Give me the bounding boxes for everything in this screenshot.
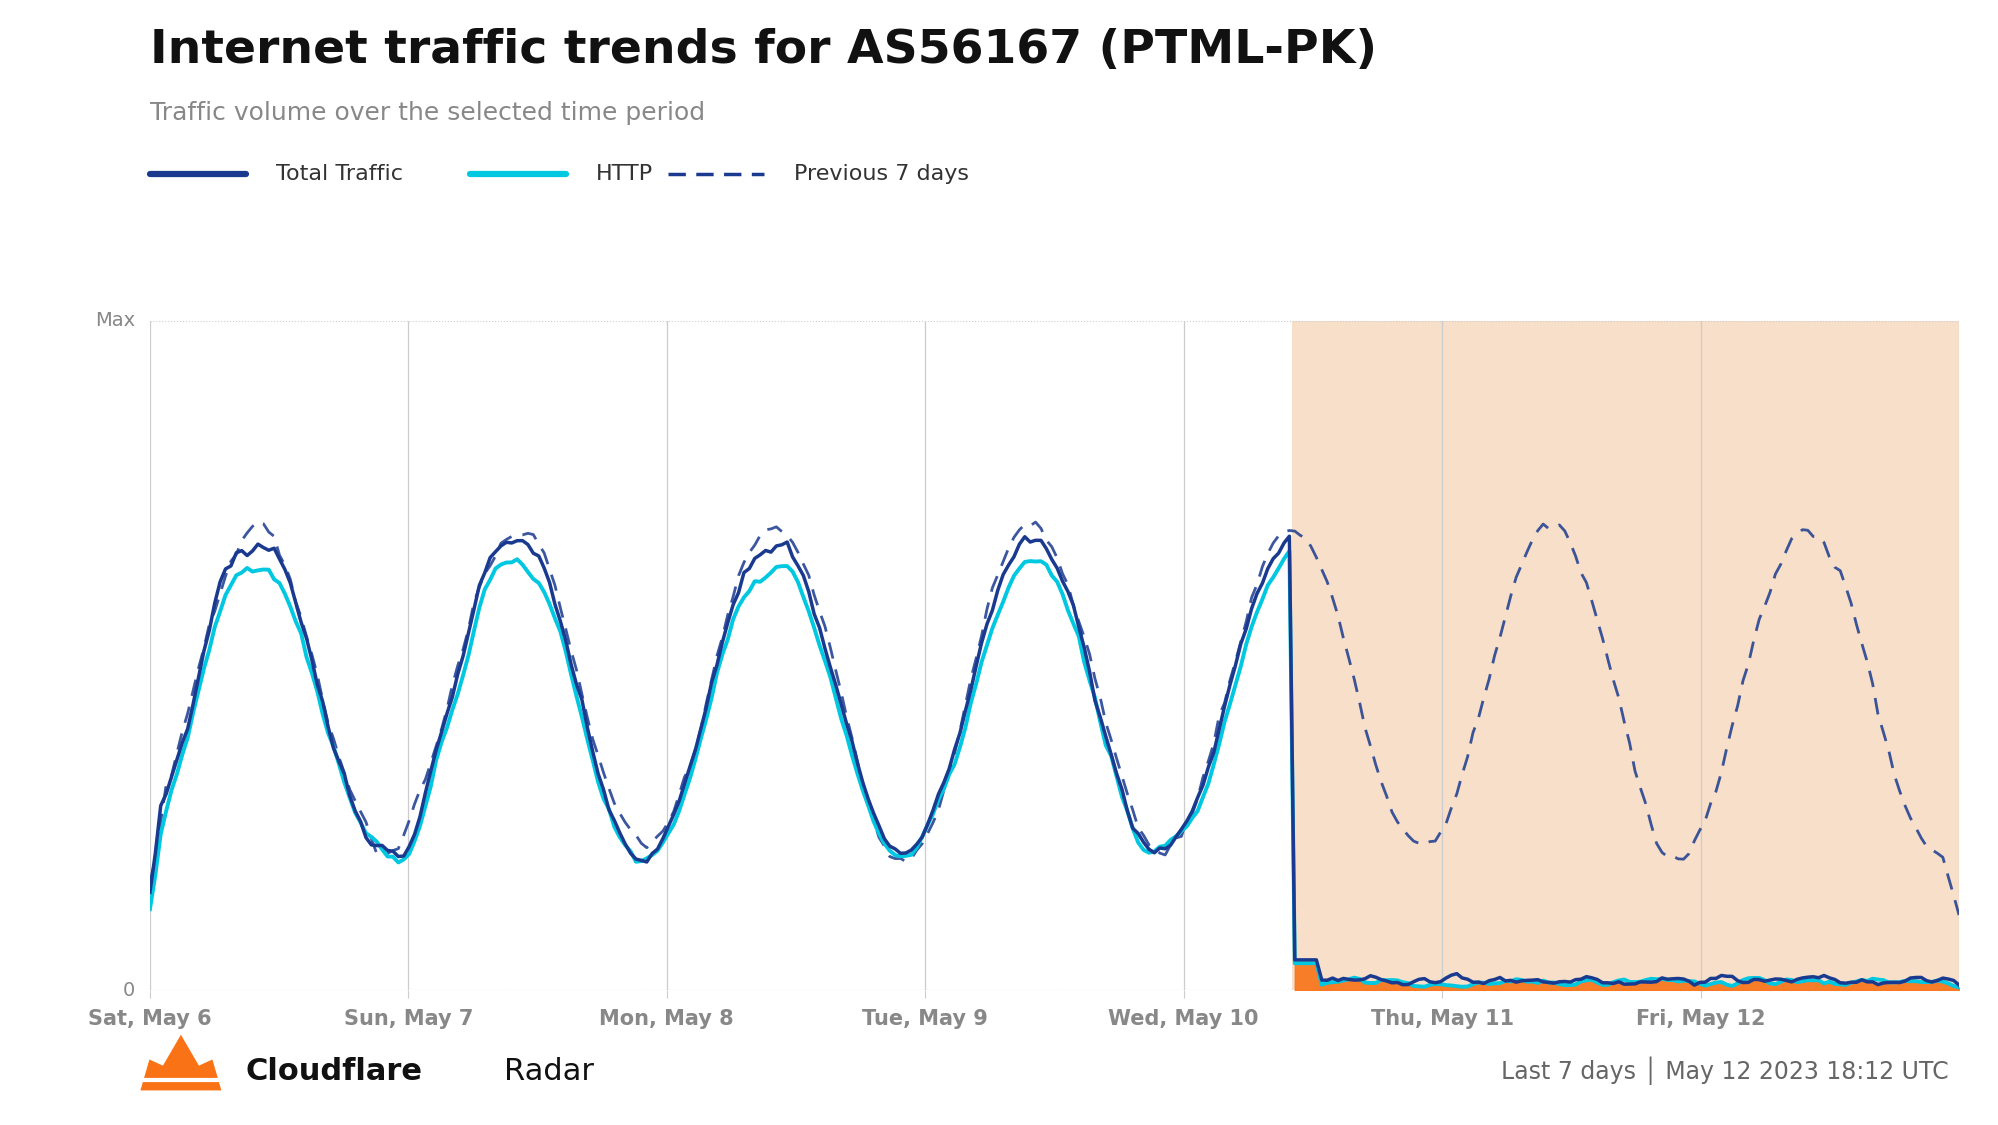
Text: Last 7 days │ May 12 2023 18:12 UTC: Last 7 days │ May 12 2023 18:12 UTC xyxy=(1500,1056,1948,1086)
Text: Internet traffic trends for AS56167 (PTML-PK): Internet traffic trends for AS56167 (PTM… xyxy=(150,28,1377,73)
Polygon shape xyxy=(140,1035,222,1090)
Text: Total Traffic: Total Traffic xyxy=(276,164,404,185)
Text: Radar: Radar xyxy=(503,1056,593,1086)
Text: Previous 7 days: Previous 7 days xyxy=(793,164,969,185)
Text: HTTP: HTTP xyxy=(595,164,653,185)
Text: Traffic volume over the selected time period: Traffic volume over the selected time pe… xyxy=(150,101,705,125)
Text: Max: Max xyxy=(96,312,136,330)
Text: 0: 0 xyxy=(124,981,136,999)
Bar xyxy=(1291,321,1958,990)
Text: Cloudflare: Cloudflare xyxy=(246,1056,424,1086)
